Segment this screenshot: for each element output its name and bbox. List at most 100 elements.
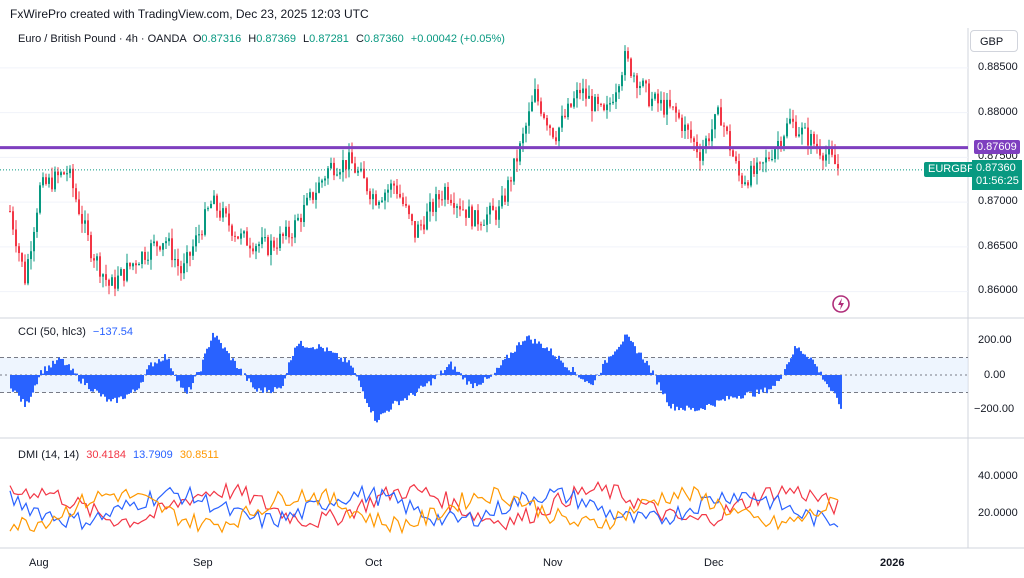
candle-body — [192, 246, 194, 256]
currency-button[interactable]: GBP — [970, 30, 1018, 52]
cci-bar — [176, 375, 178, 382]
candle-body — [357, 170, 359, 173]
candle-body — [822, 155, 824, 161]
cci-bar — [254, 375, 256, 390]
cci-bar — [284, 375, 286, 379]
candle-body — [66, 173, 68, 175]
cci-bar — [718, 375, 720, 401]
candle-body — [360, 168, 362, 171]
candle-body — [210, 203, 212, 209]
candle-body — [369, 191, 371, 200]
candle-body — [291, 237, 293, 239]
hline-price-tag: 0.87609 — [974, 140, 1020, 154]
cci-bar — [674, 375, 676, 411]
candle-body — [408, 205, 410, 215]
candle-body — [39, 185, 41, 213]
cci-bar — [610, 356, 612, 375]
cci-bar — [248, 375, 250, 379]
cci-bar — [744, 375, 746, 396]
cci-bar — [502, 360, 504, 375]
candle-body — [480, 224, 482, 226]
candle-body — [828, 148, 830, 155]
candle-body — [111, 277, 113, 286]
candle-body — [693, 138, 695, 142]
cci-bar — [758, 375, 760, 394]
cci-bar — [808, 358, 810, 375]
candle-body — [672, 106, 674, 108]
cci-bar — [702, 375, 704, 409]
candle-body — [714, 114, 716, 130]
cci-bar — [44, 366, 46, 375]
cci-bar — [760, 375, 762, 390]
cci-bar — [12, 375, 14, 392]
candle-body — [816, 143, 818, 148]
candle-body — [366, 178, 368, 192]
cci-bar — [732, 375, 734, 398]
cci-bar — [166, 359, 168, 375]
cci-bar — [542, 347, 544, 375]
time-axis-label: 2026 — [880, 557, 905, 569]
cci-bar — [532, 343, 534, 375]
candle-body — [90, 235, 92, 259]
candle-body — [387, 189, 389, 193]
cci-bar — [540, 343, 542, 375]
cci-bar — [188, 375, 190, 388]
cci-bar — [82, 375, 84, 379]
candle-body — [825, 154, 827, 161]
cci-bar — [810, 357, 812, 375]
candle-body — [144, 251, 146, 260]
cci-bar — [604, 360, 606, 375]
candle-body — [504, 195, 506, 202]
cci-bar — [324, 351, 326, 375]
cci-bar — [648, 365, 650, 375]
cci-bar — [20, 375, 22, 402]
cci-bar — [708, 375, 710, 404]
cci-bar — [342, 361, 344, 375]
candle-body — [27, 259, 29, 284]
cci-bar — [116, 375, 118, 403]
candle-body — [294, 220, 296, 238]
cci-bar — [536, 343, 538, 375]
cci-bar — [416, 375, 418, 393]
candle-body — [258, 244, 260, 247]
cci-bar — [346, 362, 348, 375]
cci-bar — [308, 347, 310, 375]
cci-bar — [516, 345, 518, 375]
candle-body — [327, 168, 329, 179]
candle-body — [141, 251, 143, 264]
cci-bar — [310, 347, 312, 375]
cci-bar — [504, 358, 506, 375]
cci-bar — [256, 375, 258, 392]
cci-bar — [776, 375, 778, 381]
cci-bar — [140, 375, 142, 383]
cci-bar — [340, 357, 342, 375]
cci-bar — [278, 375, 280, 388]
cci-bar — [244, 373, 246, 375]
cci-bar — [490, 375, 492, 377]
cci-bar — [402, 375, 404, 401]
cci-bar — [172, 371, 174, 375]
candle-body — [270, 240, 272, 255]
candle-body — [435, 194, 437, 212]
symbol-legend: Euro / British Pound · 4h · OANDA O0.873… — [18, 33, 505, 45]
cci-bar — [80, 375, 82, 384]
candle-body — [201, 234, 203, 236]
candle-body — [261, 237, 263, 245]
alert-icon[interactable] — [831, 294, 851, 314]
cci-bar — [354, 373, 356, 375]
cci-bar — [316, 348, 318, 375]
cci-bar — [534, 338, 536, 375]
cci-bar — [570, 371, 572, 375]
cci-bar — [314, 349, 316, 375]
candle-body — [297, 217, 299, 221]
cci-bar — [326, 347, 328, 375]
candle-body — [234, 235, 236, 237]
cci-bar — [462, 375, 464, 380]
cci-bar — [736, 375, 738, 399]
cci-bar — [548, 350, 550, 375]
cci-bar — [582, 375, 584, 380]
cci-bar — [410, 375, 412, 394]
cci-bar — [214, 337, 216, 375]
credit-text: FxWirePro created with TradingView.com, … — [10, 7, 369, 21]
